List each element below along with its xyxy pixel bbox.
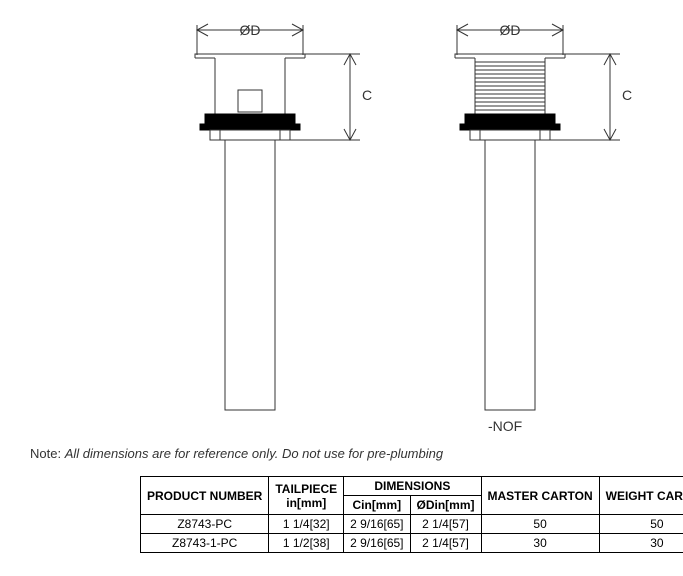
tailpiece-title: TAILPIECE	[275, 482, 337, 496]
col-odin: ØDin[mm]	[410, 496, 481, 515]
col-tailpiece: TAILPIECE in[mm]	[269, 477, 344, 515]
drawing-svg: ØD	[0, 0, 683, 440]
table-row: Z8743-1-PC 1 1/2[38] 2 9/16[65] 2 1/4[57…	[141, 534, 683, 553]
dim-side-left-label: C	[362, 87, 372, 103]
col-weight-carton: WEIGHT CARTON	[599, 477, 683, 515]
cell-mc: 50	[481, 515, 599, 534]
cell-mc: 30	[481, 534, 599, 553]
note-prefix: Note:	[30, 446, 61, 461]
cell-tp: 1 1/2[38]	[269, 534, 344, 553]
table-header-row: PRODUCT NUMBER TAILPIECE in[mm] DIMENSIO…	[141, 477, 683, 496]
dim-side-right-label: C	[622, 87, 632, 103]
dim-top-right-label: ØD	[500, 22, 521, 38]
cell-c: 2 9/16[65]	[344, 515, 410, 534]
table-row: Z8743-PC 1 1/4[32] 2 9/16[65] 2 1/4[57] …	[141, 515, 683, 534]
col-master-carton: MASTER CARTON	[481, 477, 599, 515]
nof-label: -NOF	[488, 418, 522, 434]
col-cin: Cin[mm]	[344, 496, 410, 515]
cell-wc: 30	[599, 534, 683, 553]
cell-od: 2 1/4[57]	[410, 515, 481, 534]
spec-table: PRODUCT NUMBER TAILPIECE in[mm] DIMENSIO…	[140, 476, 683, 553]
technical-drawing: ØD	[0, 0, 683, 440]
spec-table-container: PRODUCT NUMBER TAILPIECE in[mm] DIMENSIO…	[140, 476, 683, 553]
cell-pn: Z8743-PC	[141, 515, 269, 534]
footnote: Note: All dimensions are for reference o…	[30, 446, 443, 461]
cell-c: 2 9/16[65]	[344, 534, 410, 553]
cell-pn: Z8743-1-PC	[141, 534, 269, 553]
note-text: All dimensions are for reference only. D…	[65, 446, 443, 461]
tailpiece-unit: in[mm]	[286, 496, 326, 510]
col-product-number: PRODUCT NUMBER	[141, 477, 269, 515]
dim-top-left-label: ØD	[240, 22, 261, 38]
cell-tp: 1 1/4[32]	[269, 515, 344, 534]
cell-od: 2 1/4[57]	[410, 534, 481, 553]
col-dimensions: DIMENSIONS	[344, 477, 481, 496]
cell-wc: 50	[599, 515, 683, 534]
